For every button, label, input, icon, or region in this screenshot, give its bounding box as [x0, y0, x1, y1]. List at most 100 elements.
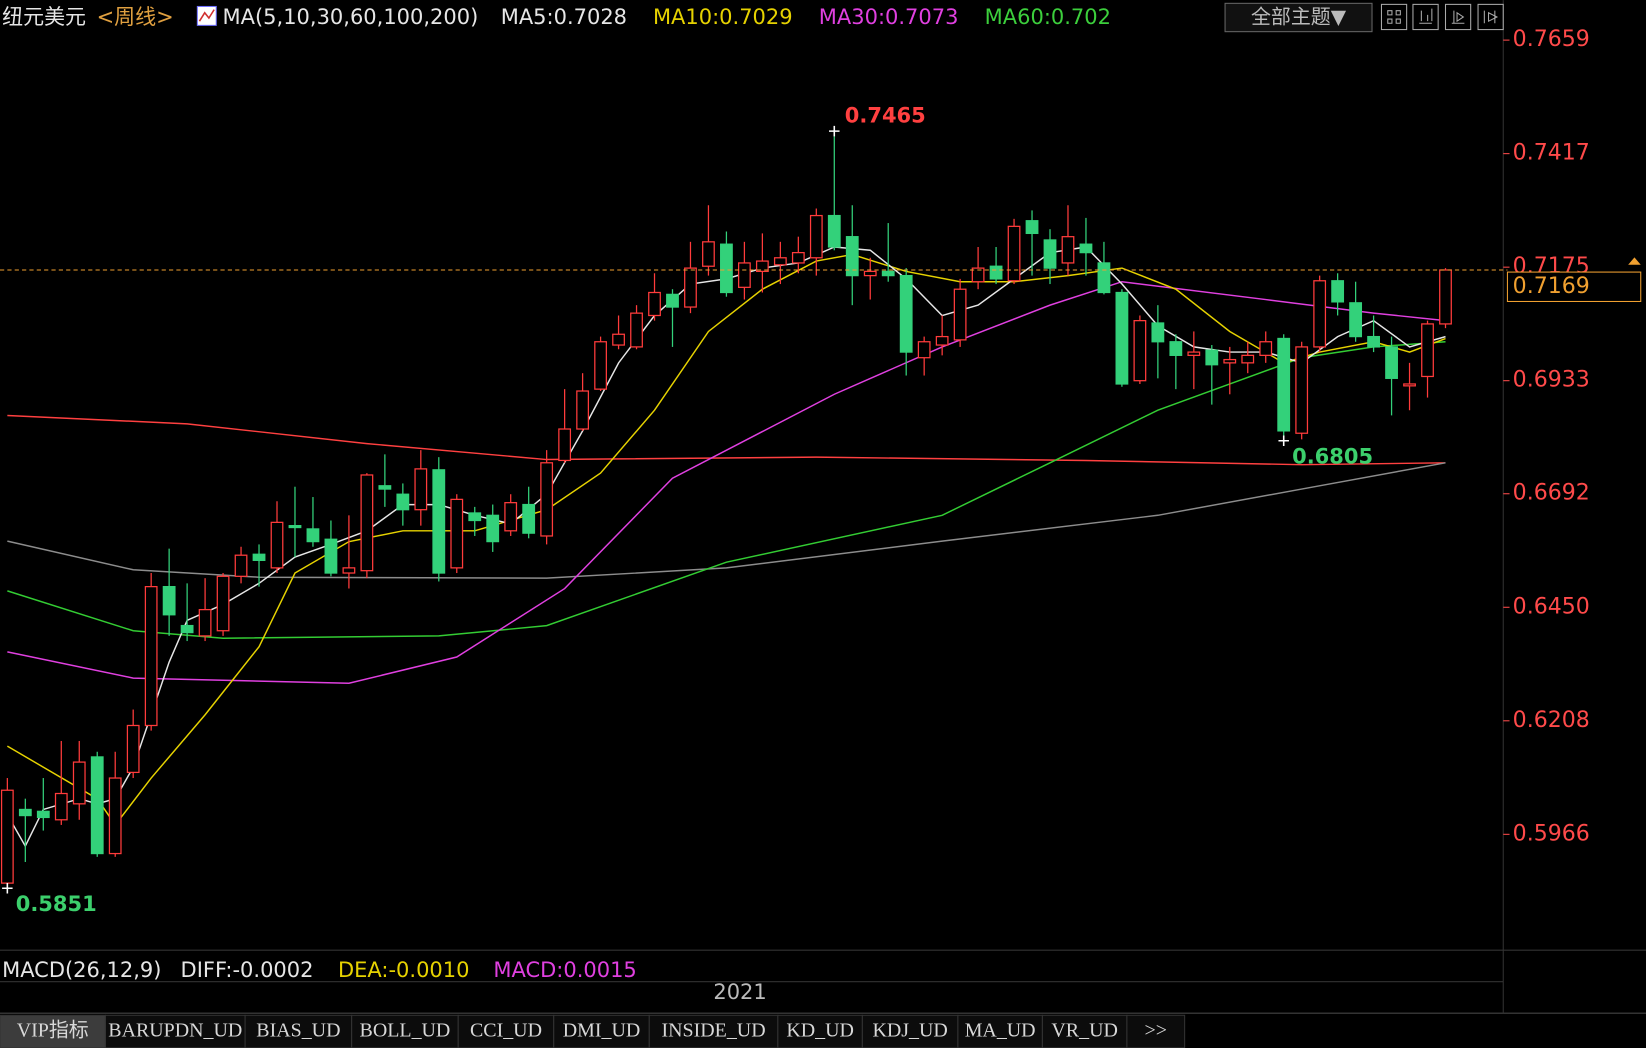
y-tick-label: 0.7659: [1513, 27, 1590, 52]
candle-body: [90, 756, 104, 855]
candle-body: [108, 777, 122, 855]
candle-body: [612, 333, 625, 346]
tab[interactable]: [648, 1014, 779, 1048]
candle-body: [809, 214, 823, 259]
candle-body: [845, 236, 859, 277]
candle-body: [1331, 280, 1345, 303]
tab-label[interactable]: >>: [1145, 1020, 1168, 1042]
candle-body: [935, 335, 949, 346]
candle-body: [1205, 349, 1219, 366]
candle-body: [18, 808, 32, 817]
ma-line: [7, 341, 1446, 639]
tab[interactable]: [0, 1014, 107, 1048]
extreme-marker: [829, 125, 840, 137]
tab[interactable]: [957, 1014, 1043, 1048]
last-price-label: 0.7169: [1513, 274, 1590, 299]
tab-label[interactable]: VIP指标: [17, 1019, 89, 1042]
candle-body: [450, 498, 464, 569]
candle-body: [486, 514, 500, 543]
toolbar-icons[interactable]: [1380, 3, 1504, 31]
tab[interactable]: [457, 1014, 555, 1048]
candle-body: [899, 274, 913, 353]
y-tick-label: 0.6933: [1513, 368, 1590, 393]
candle-body: [1187, 351, 1201, 356]
candle-body: [917, 341, 931, 359]
candle-body: [720, 243, 733, 294]
tab-label[interactable]: DMI_UD: [563, 1020, 641, 1042]
candle-body: [558, 428, 572, 462]
macd-value: DIFF:-0.0002: [181, 958, 314, 982]
tab-label[interactable]: BARUPDN_UD: [108, 1020, 242, 1042]
tab-label[interactable]: INSIDE_UD: [662, 1020, 766, 1042]
candle-body: [791, 251, 805, 264]
candle-body: [684, 267, 697, 308]
candle-body: [54, 792, 68, 821]
candle-body: [1169, 341, 1183, 356]
candle-body: [126, 724, 140, 774]
tab[interactable]: [1041, 1014, 1128, 1048]
ma-value: MA30:0.7073: [819, 5, 959, 29]
plot-area: [0, 131, 1452, 889]
candle-body: [306, 528, 320, 543]
tab[interactable]: [104, 1014, 246, 1048]
candle-body: [1421, 323, 1434, 378]
tab-label[interactable]: VR_UD: [1051, 1020, 1117, 1042]
candle-body: [755, 260, 769, 273]
candle-body: [360, 474, 374, 572]
candle-body: [827, 214, 841, 248]
symbol: 纽元美元: [2, 5, 86, 29]
tab[interactable]: [244, 1014, 353, 1048]
extreme-marker: [1278, 435, 1289, 446]
candle-body: [72, 761, 86, 805]
candle-body: [378, 485, 392, 490]
candle-body: [252, 553, 266, 561]
candle-body: [1115, 291, 1129, 385]
theme-button[interactable]: [1224, 2, 1373, 33]
candle-body: [1403, 383, 1416, 387]
theme-button-label[interactable]: 全部主题▼: [1251, 5, 1347, 29]
ma-line: [7, 414, 1446, 466]
candle-body: [1277, 337, 1291, 432]
candle-body: [396, 493, 410, 511]
candle-body: [288, 525, 302, 529]
candle-body: [144, 586, 158, 727]
ma-value: MA5:0.7028: [501, 5, 627, 29]
candle-body: [773, 257, 787, 266]
tab-label[interactable]: CCI_UD: [470, 1020, 542, 1042]
candle-body: [1151, 322, 1165, 343]
y-tick-label: 0.6450: [1513, 594, 1590, 619]
candle-body: [342, 567, 356, 574]
candle-body: [1079, 243, 1093, 254]
tab-label[interactable]: KD_UD: [786, 1020, 854, 1042]
extreme-label: 0.5851: [16, 892, 97, 916]
extreme-marker: [2, 883, 13, 894]
extreme-label: 0.7465: [845, 103, 926, 127]
macd-value: MACD:0.0015: [493, 958, 636, 982]
candle-body: [1097, 262, 1111, 294]
candle-body: [666, 293, 679, 308]
candle-body: [648, 291, 661, 317]
tab-label[interactable]: MA_UD: [965, 1020, 1036, 1042]
x-axis-label: 2021: [713, 980, 766, 1004]
candle-body: [1241, 354, 1255, 364]
candle-body: [162, 586, 176, 616]
y-tick-label: 0.7417: [1513, 141, 1590, 166]
candle-body: [36, 810, 50, 819]
tab-label[interactable]: BIAS_UD: [256, 1020, 340, 1042]
tab-label[interactable]: BOLL_UD: [360, 1020, 451, 1042]
candle-body: [881, 270, 895, 277]
candle-body: [1061, 236, 1075, 264]
ma-line: [7, 280, 1446, 684]
macd-title: MACD(26,12,9): [2, 958, 161, 982]
candle-body: [863, 270, 877, 277]
tab-label[interactable]: KDJ_UD: [872, 1020, 947, 1042]
candle-body: [1367, 335, 1380, 348]
period: <周线>: [97, 5, 174, 29]
candle-body: [270, 521, 284, 569]
candle-body: [1349, 302, 1363, 338]
indicator-icon: [198, 9, 215, 22]
candle-body: [414, 468, 428, 511]
